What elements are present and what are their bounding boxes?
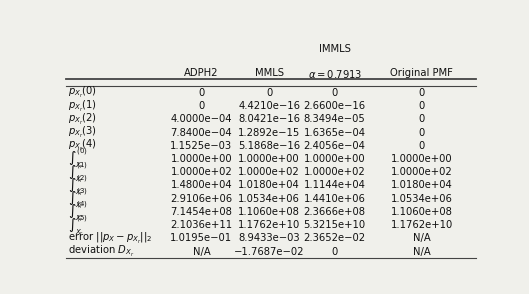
Text: 0: 0 — [266, 88, 272, 98]
Text: $\int_{X_r}^{(1)}$: $\int_{X_r}^{(1)}$ — [68, 160, 88, 185]
Text: 1.2892e−15: 1.2892e−15 — [238, 128, 300, 138]
Text: IMMLS: IMMLS — [318, 44, 351, 54]
Text: 0: 0 — [418, 114, 425, 124]
Text: MMLS: MMLS — [254, 68, 284, 78]
Text: Original PMF: Original PMF — [390, 68, 453, 78]
Text: 1.1762e+10: 1.1762e+10 — [390, 220, 453, 230]
Text: 2.9106e+06: 2.9106e+06 — [170, 194, 232, 204]
Text: 1.0180e+04: 1.0180e+04 — [391, 181, 453, 191]
Text: 1.0000e+00: 1.0000e+00 — [391, 154, 453, 164]
Text: 1.0180e+04: 1.0180e+04 — [238, 181, 300, 191]
Text: 1.1762e+10: 1.1762e+10 — [238, 220, 300, 230]
Text: 1.0534e+06: 1.0534e+06 — [391, 194, 453, 204]
Text: N/A: N/A — [193, 247, 211, 257]
Text: 1.4800e+04: 1.4800e+04 — [171, 181, 232, 191]
Text: error $||p_X - p_{X_r}||_2$: error $||p_X - p_{X_r}||_2$ — [68, 231, 152, 246]
Text: 1.1060e+08: 1.1060e+08 — [391, 207, 453, 217]
Text: 1.4410e+06: 1.4410e+06 — [304, 194, 366, 204]
Text: 7.8400e−04: 7.8400e−04 — [171, 128, 232, 138]
Text: $\alpha = 0.7913$: $\alpha = 0.7913$ — [307, 68, 362, 80]
Text: 1.0000e+00: 1.0000e+00 — [304, 154, 366, 164]
Text: 1.0534e+06: 1.0534e+06 — [238, 194, 300, 204]
Text: 8.3494e−05: 8.3494e−05 — [304, 114, 366, 124]
Text: 1.1144e+04: 1.1144e+04 — [304, 181, 366, 191]
Text: $p_{X_r}(3)$: $p_{X_r}(3)$ — [68, 125, 97, 140]
Text: 5.1868e−16: 5.1868e−16 — [238, 141, 300, 151]
Text: 1.0000e+00: 1.0000e+00 — [238, 154, 300, 164]
Text: 0: 0 — [198, 101, 205, 111]
Text: 1.1060e+08: 1.1060e+08 — [238, 207, 300, 217]
Text: 1.1525e−03: 1.1525e−03 — [170, 141, 232, 151]
Text: $\int_{X_r}^{(2)}$: $\int_{X_r}^{(2)}$ — [68, 173, 88, 198]
Text: 2.3666e+08: 2.3666e+08 — [304, 207, 366, 217]
Text: N/A: N/A — [413, 247, 431, 257]
Text: deviation $D_{X_r}$: deviation $D_{X_r}$ — [68, 244, 134, 259]
Text: 2.1036e+11: 2.1036e+11 — [170, 220, 232, 230]
Text: −1.7687e−02: −1.7687e−02 — [234, 247, 304, 257]
Text: ADPH2: ADPH2 — [184, 68, 218, 78]
Text: 2.4056e−04: 2.4056e−04 — [304, 141, 366, 151]
Text: 1.0000e+02: 1.0000e+02 — [238, 167, 300, 177]
Text: 1.6365e−04: 1.6365e−04 — [304, 128, 366, 138]
Text: 0: 0 — [418, 141, 425, 151]
Text: 0: 0 — [418, 128, 425, 138]
Text: 8.0421e−16: 8.0421e−16 — [238, 114, 300, 124]
Text: 4.0000e−04: 4.0000e−04 — [171, 114, 232, 124]
Text: N/A: N/A — [413, 233, 431, 243]
Text: 1.0000e+02: 1.0000e+02 — [170, 167, 232, 177]
Text: $\int_{X_r}^{(0)}$: $\int_{X_r}^{(0)}$ — [68, 147, 88, 171]
Text: $\int_{X_r}^{(3)}$: $\int_{X_r}^{(3)}$ — [68, 186, 88, 211]
Text: 0: 0 — [198, 88, 205, 98]
Text: 1.0000e+02: 1.0000e+02 — [391, 167, 453, 177]
Text: 0: 0 — [418, 88, 425, 98]
Text: 1.0195e−01: 1.0195e−01 — [170, 233, 232, 243]
Text: $p_{X_r}(4)$: $p_{X_r}(4)$ — [68, 138, 97, 153]
Text: $p_{X_r}(0)$: $p_{X_r}(0)$ — [68, 85, 97, 100]
Text: 1.0000e+00: 1.0000e+00 — [171, 154, 232, 164]
Text: 7.1454e+08: 7.1454e+08 — [170, 207, 232, 217]
Text: $p_{X_r}(2)$: $p_{X_r}(2)$ — [68, 112, 97, 127]
Text: 8.9433e−03: 8.9433e−03 — [238, 233, 300, 243]
Text: 0: 0 — [332, 88, 338, 98]
Text: 1.0000e+02: 1.0000e+02 — [304, 167, 366, 177]
Text: 0: 0 — [418, 101, 425, 111]
Text: $p_{X_r}(1)$: $p_{X_r}(1)$ — [68, 98, 97, 113]
Text: $\int_{X_r}^{(5)}$: $\int_{X_r}^{(5)}$ — [68, 213, 88, 238]
Text: 2.6600e−16: 2.6600e−16 — [304, 101, 366, 111]
Text: 2.3652e−02: 2.3652e−02 — [304, 233, 366, 243]
Text: 5.3215e+10: 5.3215e+10 — [304, 220, 366, 230]
Text: $\int_{X_r}^{(4)}$: $\int_{X_r}^{(4)}$ — [68, 200, 88, 224]
Text: 4.4210e−16: 4.4210e−16 — [238, 101, 300, 111]
Text: 0: 0 — [332, 247, 338, 257]
